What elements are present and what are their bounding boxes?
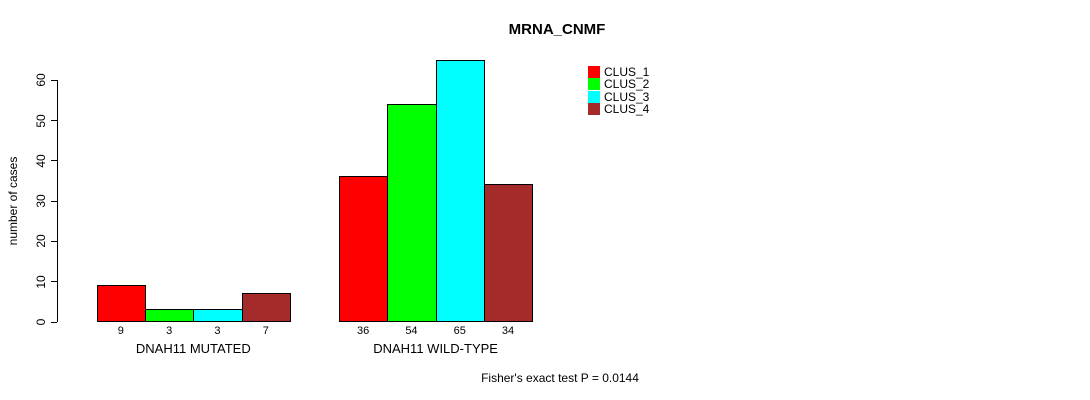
- legend-swatch: [588, 66, 600, 78]
- y-axis-tick: [51, 120, 57, 121]
- legend-label: CLUS_4: [604, 102, 650, 117]
- legend-swatch: [588, 103, 600, 116]
- legend-item: CLUS_1: [588, 66, 649, 78]
- legend-label: CLUS_2: [604, 77, 650, 92]
- y-axis-tick-label: 0: [34, 318, 48, 326]
- legend-swatch: [588, 78, 600, 91]
- chart-title: MRNA_CNMF: [508, 21, 606, 38]
- bar-value-label: 7: [262, 325, 269, 337]
- bar: [339, 176, 389, 323]
- bar: [241, 293, 291, 323]
- y-axis-tick: [51, 321, 57, 323]
- y-axis-label: number of cases: [6, 156, 20, 246]
- bar: [387, 103, 437, 323]
- legend-label: CLUS_1: [604, 65, 650, 79]
- bar-value-label: 54: [405, 325, 418, 337]
- bar-value-label: 34: [501, 325, 515, 337]
- x-category-label: DNAH11 MUTATED: [135, 341, 251, 356]
- y-axis-tick: [51, 79, 57, 81]
- y-axis-tick: [51, 281, 57, 283]
- legend-item: CLUS_2: [588, 77, 650, 92]
- bar: [435, 59, 485, 323]
- y-axis-tick: [51, 200, 57, 202]
- y-axis-tick: [51, 160, 57, 162]
- y-axis-tick-label: 10: [34, 275, 48, 289]
- bar-value-label: 3: [166, 325, 173, 337]
- y-axis-tick-label: 30: [34, 194, 48, 208]
- legend-item: CLUS_4: [588, 102, 650, 117]
- footnote: Fisher's exact test P = 0.0144: [481, 371, 639, 385]
- bar-value-label: 9: [117, 325, 124, 337]
- bar-value-label: 3: [214, 325, 221, 337]
- bar: [483, 184, 534, 323]
- y-axis-line: [57, 79, 58, 323]
- y-axis-tick-label: 60: [34, 73, 48, 87]
- bar-value-label: 36: [357, 325, 370, 337]
- bar: [193, 309, 243, 323]
- legend-label: CLUS_3: [604, 89, 650, 104]
- y-axis-tick: [51, 240, 57, 242]
- bar: [96, 285, 146, 323]
- x-category-label: DNAH11 WILD-TYPE: [373, 341, 498, 356]
- legend-item: CLUS_3: [588, 89, 650, 104]
- y-axis-tick-label: 40: [34, 154, 48, 168]
- y-axis-tick-label: 50: [34, 113, 48, 128]
- bar-value-label: 65: [453, 325, 466, 337]
- y-axis-tick-label: 20: [34, 234, 48, 249]
- legend-swatch: [588, 90, 600, 103]
- bar: [145, 309, 195, 323]
